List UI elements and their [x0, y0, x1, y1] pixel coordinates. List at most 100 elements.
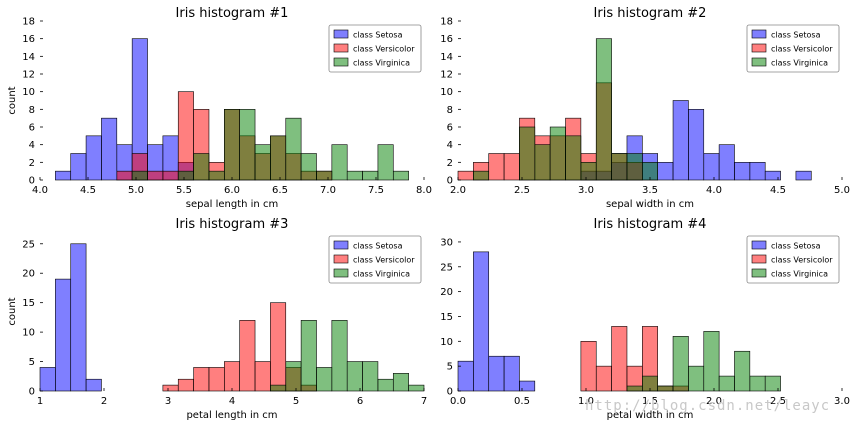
watermark-text: http://blog.csdn.net/leayc [585, 398, 831, 414]
y-tick-label: 12 [22, 70, 35, 81]
bar-class-versicolor [580, 341, 597, 392]
chart-title: Iris histogram #2 [594, 6, 707, 21]
y-tick-label: 16 [22, 34, 35, 45]
y-tick-label: 8 [29, 105, 35, 116]
x-tick-label: 2.0 [450, 185, 466, 196]
bar-class-setosa [101, 117, 118, 181]
legend-entry: class Versicolor [771, 45, 833, 54]
x-tick-label: 7.0 [320, 185, 336, 196]
y-tick-label: 4 [29, 140, 35, 151]
legend-entry: class Versicolor [771, 256, 833, 265]
x-tick-label: 5.0 [834, 185, 850, 196]
bar-class-setosa [70, 243, 87, 392]
bar-class-setosa [85, 378, 102, 392]
bar-class-versicolor [595, 365, 612, 392]
x-axis-label: sepal length in cm [186, 199, 278, 210]
bar-class-virginica [316, 367, 333, 392]
bar-class-versicolor [611, 326, 628, 392]
legend-entry: class Virginica [771, 59, 828, 68]
legend-swatch [751, 29, 767, 39]
bar-class-virginica [224, 109, 240, 181]
bar-class-versicolor [177, 378, 194, 392]
bar-class-setosa [672, 100, 689, 181]
bar-class-virginica [595, 38, 612, 181]
legend-swatch [751, 268, 767, 278]
bar-class-virginica [300, 320, 317, 392]
bar-class-virginica [254, 144, 271, 181]
x-tick-label: 7.5 [368, 185, 384, 196]
x-axis-label: petal length in cm [186, 410, 277, 421]
legend-swatch [333, 57, 349, 67]
x-tick-label: 4.5 [80, 185, 96, 196]
legend-swatch [751, 57, 767, 67]
bar-class-virginica [193, 153, 210, 181]
bar-class-virginica [749, 375, 766, 392]
y-tick-label: 25 [22, 239, 35, 250]
histogram-panel-4: 0.0 0.5 1.0 1.5 2.0 2.5 3.0 0 5 10 15 20 25 30 Iris hi… [440, 217, 850, 421]
bar-class-setosa [55, 170, 72, 181]
y-tick-label: 4 [447, 140, 453, 151]
bar-class-versicolor [503, 153, 520, 181]
x-tick-label: 2.5 [514, 185, 530, 196]
bar-class-virginica [657, 385, 674, 392]
x-tick-label: 2 [101, 396, 107, 407]
x-tick-label: 4.0 [32, 185, 48, 196]
bar-class-virginica [688, 365, 705, 392]
bar-class-virginica [346, 361, 363, 392]
bar-class-virginica [734, 350, 751, 392]
legend-entry: class Virginica [771, 270, 828, 279]
bar-class-setosa [457, 360, 474, 392]
y-tick-label: 12 [440, 70, 453, 81]
bar-class-setosa [488, 355, 505, 392]
x-tick-label: 6 [357, 396, 363, 407]
legend-entry: class Versicolor [353, 45, 415, 54]
y-tick-label: 2 [29, 158, 35, 169]
bar-class-virginica [270, 384, 287, 392]
legend-box [746, 24, 840, 73]
x-tick-label: 0.0 [450, 396, 466, 407]
bar-class-versicolor [254, 361, 271, 392]
y-axis-label: count [7, 86, 18, 114]
bar-class-setosa [70, 153, 87, 181]
y-tick-label: 5 [29, 357, 35, 368]
bar-class-virginica [473, 170, 490, 181]
legend: class Setosa class Versicolor class Virgin… [328, 24, 422, 73]
x-axis-label: petal width in cm [607, 410, 694, 421]
y-tick-label: 10 [440, 87, 453, 98]
bar-class-versicolor [208, 367, 225, 392]
y-tick-label: 25 [440, 262, 453, 273]
x-tick-label: 1 [37, 396, 43, 407]
bar-class-versicolor [116, 170, 133, 181]
x-tick-label: 5 [293, 396, 299, 407]
histogram-panel-3: 1 2 3 4 5 6 7 0 5 10 15 20 25 Iris histogram #3 petal … [7, 217, 427, 421]
bar-class-virginica [519, 126, 536, 181]
bar-class-setosa [764, 170, 781, 181]
legend-entry: class Setosa [353, 242, 403, 251]
bar-class-virginica [131, 170, 148, 181]
bar-class-setosa [55, 278, 72, 392]
x-tick-label: 6.5 [272, 185, 288, 196]
legend-swatch [333, 254, 349, 264]
y-tick-label: 0 [29, 387, 35, 398]
bar-class-virginica [672, 336, 689, 392]
bar-class-virginica [534, 144, 551, 181]
legend-box [328, 24, 422, 73]
bar-class-setosa [749, 162, 766, 181]
legend: class Setosa class Versicolor class Virgin… [328, 235, 422, 284]
y-tick-label: 30 [440, 237, 453, 248]
legend-entry: class Virginica [353, 59, 410, 68]
bar-class-versicolor [224, 361, 240, 392]
y-tick-label: 15 [22, 298, 35, 309]
bar-class-virginica [703, 331, 720, 392]
legend-box [746, 235, 840, 284]
y-tick-label: 20 [22, 269, 35, 280]
bar-class-virginica [377, 144, 394, 181]
legend-swatch [333, 240, 349, 250]
x-tick-label: 1.5 [642, 396, 658, 407]
bar-class-virginica [718, 375, 735, 392]
y-tick-label: 0 [447, 176, 453, 187]
bar-class-virginica [565, 135, 582, 181]
y-tick-label: 6 [447, 123, 453, 134]
bar-class-virginica [408, 384, 425, 392]
x-tick-label: 7 [421, 396, 427, 407]
